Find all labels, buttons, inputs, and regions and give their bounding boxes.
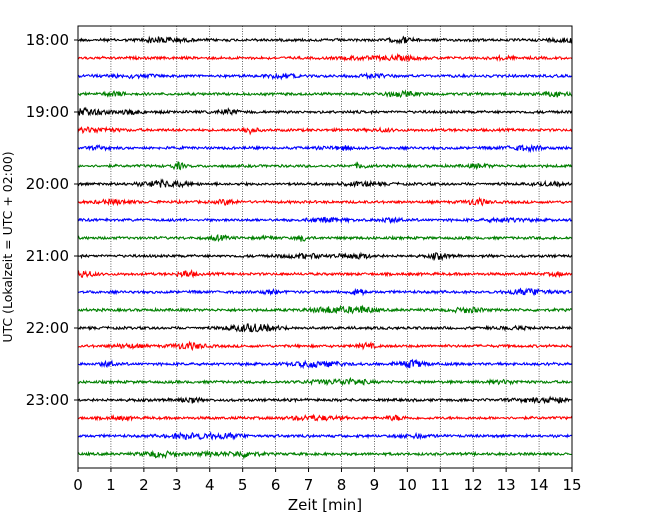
plot-frame [77, 25, 573, 469]
trace-1815 [77, 52, 573, 63]
trace-1845 [77, 89, 573, 99]
trace-1915 [77, 125, 573, 136]
trace-1945 [77, 161, 573, 171]
trace-2030 [77, 216, 573, 225]
x-tick-label: 11 [431, 476, 450, 494]
x-axis-ticks: 0 1 2 3 4 5 6 7 8 9 10 11 12 13 14 15 [73, 468, 582, 494]
x-tick-label: 5 [238, 476, 248, 494]
y-tick-label: 20:00 [26, 175, 69, 193]
seismic-traces [77, 35, 573, 460]
y-tick-label: 19:00 [26, 103, 69, 121]
x-tick-label: 12 [464, 476, 483, 494]
vertical-grid [110, 26, 540, 468]
x-tick-label: 1 [106, 476, 116, 494]
trace-2130 [77, 287, 573, 297]
x-tick-label: 0 [73, 476, 83, 494]
x-tick-label: 8 [337, 476, 347, 494]
trace-2200 [77, 323, 573, 333]
x-tick-label: 3 [172, 476, 182, 494]
y-tick-label: 18:00 [26, 31, 69, 49]
x-tick-label: 14 [530, 476, 549, 494]
x-tick-label: 9 [370, 476, 380, 494]
trace-2330 [77, 430, 573, 441]
trace-2215 [77, 340, 573, 352]
trace-2000 [77, 178, 573, 189]
y-tick-label: 22:00 [26, 319, 69, 337]
y-axis-label: UTC (Lokalzeit = UTC + 02:00) [0, 151, 15, 342]
y-axis-ticks: 18:00 19:00 20:00 21:00 22:00 23:00 [26, 31, 78, 409]
trace-2300 [77, 395, 573, 405]
trace-2045 [77, 233, 573, 243]
x-tick-label: 10 [398, 476, 417, 494]
trace-2315 [77, 413, 573, 422]
y-tick-label: 23:00 [26, 391, 69, 409]
trace-1800 [77, 35, 573, 45]
x-tick-label: 7 [304, 476, 314, 494]
trace-2015 [77, 196, 573, 207]
x-tick-label: 6 [271, 476, 281, 494]
trace-2345 [77, 449, 573, 460]
trace-1830 [77, 71, 573, 81]
x-tick-label: 15 [562, 476, 581, 494]
x-tick-label: 2 [139, 476, 149, 494]
trace-1900 [77, 106, 573, 117]
trace-2245 [77, 376, 573, 387]
trace-1930 [77, 143, 573, 154]
x-axis-label: Zeit [min] [288, 496, 362, 514]
trace-2100 [77, 251, 573, 262]
y-tick-label: 21:00 [26, 247, 69, 265]
trace-2230 [77, 358, 573, 370]
x-tick-label: 13 [497, 476, 516, 494]
trace-2115 [77, 269, 573, 279]
trace-2145 [77, 304, 573, 315]
x-tick-label: 4 [205, 476, 215, 494]
